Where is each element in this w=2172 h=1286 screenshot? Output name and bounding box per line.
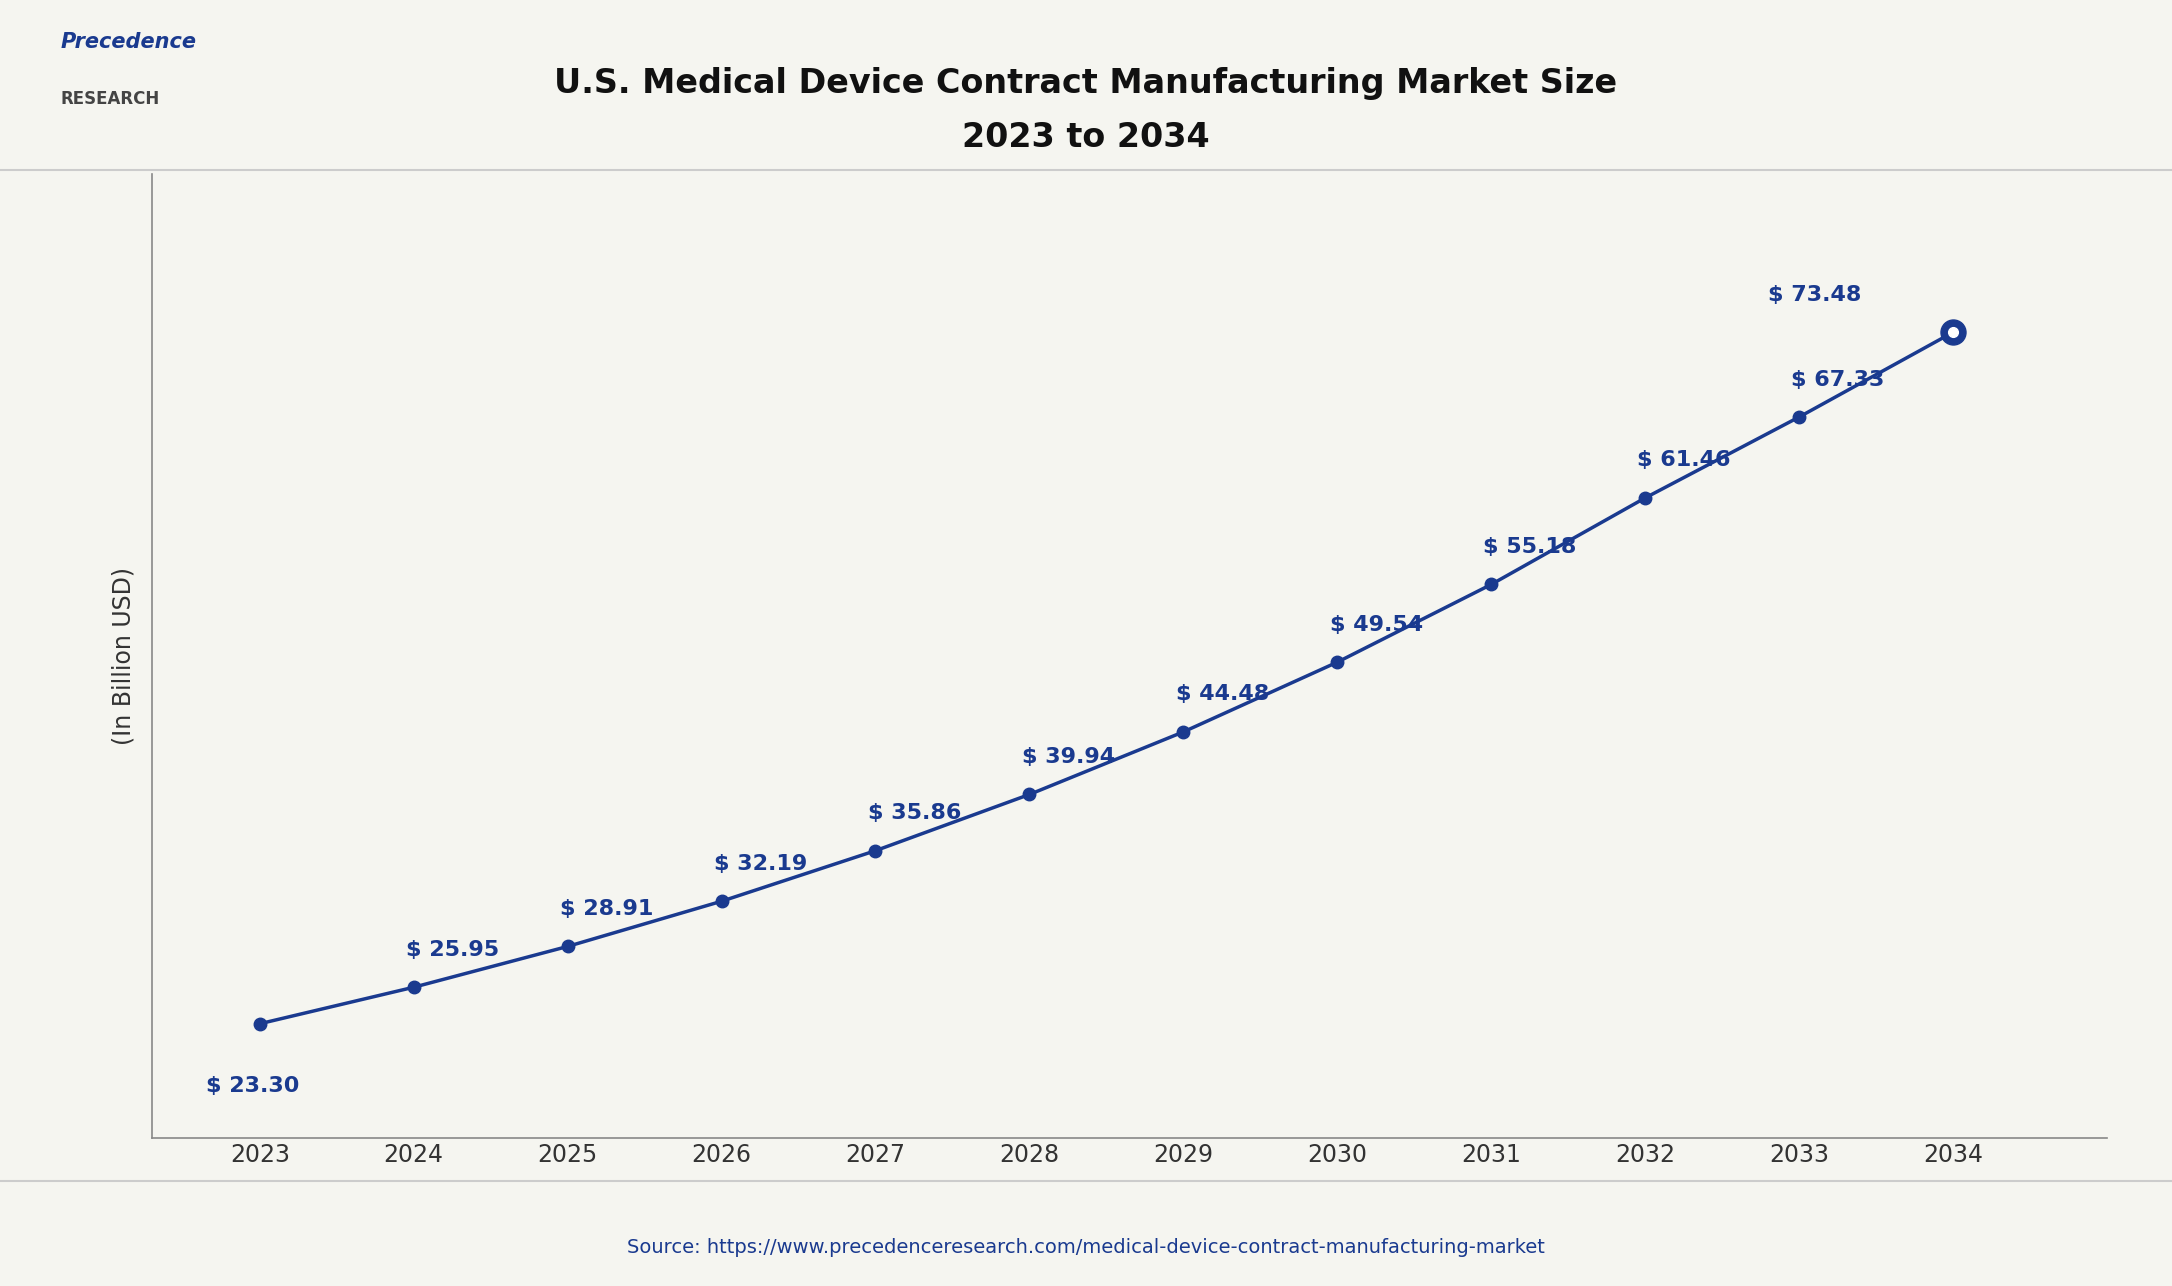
Text: $ 61.46: $ 61.46 bbox=[1638, 450, 1731, 471]
Text: $ 73.48: $ 73.48 bbox=[1768, 284, 1861, 305]
Text: $ 44.48: $ 44.48 bbox=[1175, 684, 1268, 705]
Text: Source: https://www.precedenceresearch.com/medical-device-contract-manufacturing: Source: https://www.precedenceresearch.c… bbox=[628, 1238, 1544, 1256]
Text: $ 28.91: $ 28.91 bbox=[560, 899, 654, 919]
Text: $ 67.33: $ 67.33 bbox=[1792, 369, 1885, 390]
Text: Precedence: Precedence bbox=[61, 32, 198, 53]
Text: $ 32.19: $ 32.19 bbox=[715, 854, 808, 873]
Text: U.S. Medical Device Contract Manufacturing Market Size: U.S. Medical Device Contract Manufacturi… bbox=[554, 67, 1618, 100]
Text: $ 55.18: $ 55.18 bbox=[1483, 538, 1577, 557]
Text: $ 25.95: $ 25.95 bbox=[406, 940, 500, 959]
Text: $ 23.30: $ 23.30 bbox=[206, 1076, 300, 1096]
Text: $ 35.86: $ 35.86 bbox=[869, 804, 962, 823]
Text: $ 39.94: $ 39.94 bbox=[1021, 747, 1114, 766]
Text: RESEARCH: RESEARCH bbox=[61, 90, 161, 108]
Text: $ 49.54: $ 49.54 bbox=[1329, 615, 1423, 634]
Text: 2023 to 2034: 2023 to 2034 bbox=[962, 121, 1210, 154]
Y-axis label: (In Billion USD): (In Billion USD) bbox=[111, 567, 135, 745]
